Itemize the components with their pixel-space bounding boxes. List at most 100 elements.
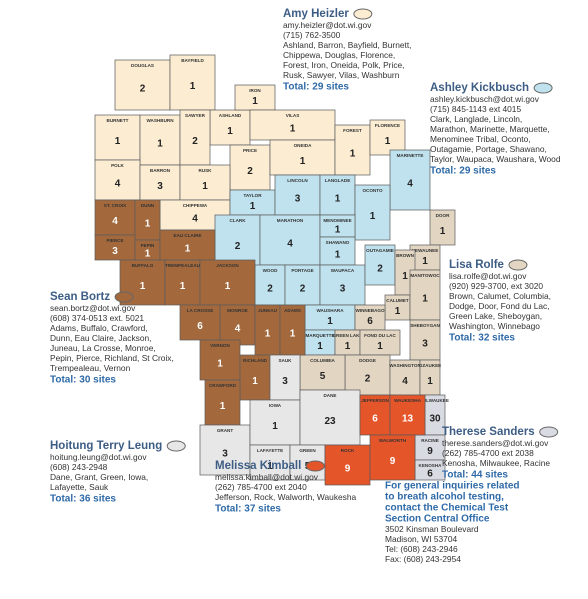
site-count: 1	[427, 376, 433, 387]
site-count: 1	[290, 329, 296, 340]
contact-name: Ashley Kickbusch	[430, 82, 529, 94]
site-count: 1	[272, 421, 278, 432]
phone: (920) 929-3700, ext 3020	[449, 281, 543, 291]
county-name: PRICE	[243, 148, 257, 153]
site-count: 4	[115, 179, 121, 190]
county-name: MILWAUKEE	[421, 398, 449, 403]
county	[429, 209, 456, 246]
county-name: IOWA	[269, 403, 282, 408]
site-count: 1	[225, 281, 231, 292]
site-count: 1	[335, 194, 341, 205]
county-name: SHAWANO	[326, 240, 350, 245]
county-name: BAYFIELD	[181, 58, 204, 63]
site-count: 1	[335, 225, 341, 236]
site-count: 1	[185, 244, 191, 255]
county-name: POLK	[111, 163, 124, 168]
site-count: 1	[335, 250, 341, 261]
county	[94, 114, 141, 161]
address-line: 3502 Kinsman Boulevard	[385, 524, 479, 534]
county-name: JUNEAU	[258, 308, 278, 313]
phone: (262) 785-4700 ext 2038	[442, 448, 534, 458]
site-count: 1	[317, 341, 323, 352]
county-name: DOUGLAS	[131, 63, 154, 68]
county-list: Washington, Winnebago	[449, 321, 540, 331]
site-count: 3	[282, 376, 288, 387]
county	[254, 304, 281, 356]
county-name: VERNON	[210, 343, 230, 348]
site-count: 1	[290, 124, 296, 135]
site-count: 1	[140, 281, 146, 292]
county-name: BROWN	[396, 253, 415, 258]
site-count: 1	[422, 256, 428, 267]
county-name: LA CROSSE	[187, 308, 214, 313]
total: Total: 32 sites	[449, 333, 515, 344]
site-count: 9	[390, 456, 396, 467]
county	[139, 164, 181, 201]
total: Total: 30 sites	[50, 375, 116, 386]
site-count: 4	[112, 216, 118, 227]
county	[359, 394, 391, 436]
general-heading: contact the Chemical Test	[385, 503, 509, 514]
site-count: 2	[267, 284, 273, 295]
county-list: Adams, Buffalo, Crawford,	[50, 323, 148, 333]
contact-name: Amy Heizler	[283, 8, 349, 20]
site-count: 1	[267, 461, 273, 472]
site-count: 1	[422, 294, 428, 305]
county-name: EAU CLAIRE	[173, 233, 201, 238]
county	[284, 264, 321, 306]
phone: (608) 243-2948	[50, 462, 108, 472]
county-name: FLORENCE	[375, 123, 400, 128]
site-count: 4	[287, 239, 293, 250]
county-list: Outagamie, Portage, Shawano,	[430, 144, 547, 154]
county-name: CRAWFORD	[209, 383, 237, 388]
site-count: 1	[145, 249, 151, 260]
site-count: 4	[192, 214, 198, 225]
contact-name: Hoitung Terry Leung	[50, 440, 162, 452]
site-count: 1	[385, 136, 391, 147]
county-name: ONEIDA	[294, 143, 313, 148]
county	[389, 149, 431, 211]
site-count: 1	[145, 219, 151, 230]
county-list: Rusk, Sawyer, Vilas, Washburn	[283, 70, 400, 80]
site-count: 2	[365, 374, 371, 385]
county	[274, 174, 321, 216]
total: Total: 29 sites	[430, 166, 496, 177]
county	[159, 229, 216, 261]
site-count: 1	[265, 329, 271, 340]
county-list: Brown, Calumet, Columbia,	[449, 291, 551, 301]
site-count: 1	[402, 271, 408, 282]
phone: (715) 762-3500	[283, 30, 341, 40]
county-name: BUFFALO	[132, 263, 154, 268]
site-count: 2	[247, 166, 253, 177]
county-name: SAUK	[278, 358, 292, 363]
county-name: PEPIN	[141, 243, 155, 248]
county	[354, 184, 391, 241]
county-name: WASHBURN	[146, 118, 174, 123]
site-count: 9	[427, 446, 433, 457]
county-name: GREEN LAKE	[332, 333, 362, 338]
county-list: Dodge, Door, Fond du Lac,	[449, 301, 550, 311]
county-name: SAWYER	[185, 113, 206, 118]
county-list: Ashland, Barron, Bayfield, Burnett,	[283, 40, 412, 50]
county-name: RUSK	[198, 168, 212, 173]
county-list: Forest, Iron, Oneida, Polk, Price,	[283, 60, 405, 70]
county	[269, 354, 301, 401]
site-count: 1	[217, 359, 223, 370]
county	[304, 304, 356, 331]
site-count: 6	[427, 469, 433, 480]
county-list: Green Lake, Sheboygan,	[449, 311, 542, 321]
color-swatch	[114, 291, 134, 303]
site-count: 6	[372, 414, 378, 425]
general-heading: Section Central Office	[385, 514, 490, 525]
color-swatch	[533, 82, 553, 94]
site-count: 2	[192, 136, 198, 147]
county	[359, 329, 401, 356]
county-name: WASHINGTON	[389, 363, 421, 368]
site-count: 1	[370, 211, 376, 222]
wisconsin-map: DOUGLAS 2 BAYFIELD 1 ASHLAND 1 IRON 1 VILAS 1 BURN…	[94, 54, 456, 486]
county-name: BURNETT	[107, 118, 129, 123]
county-name: JEFFERSON	[361, 398, 389, 403]
phone: (262) 785-4700 ext 2040	[215, 482, 307, 492]
county	[369, 434, 416, 481]
